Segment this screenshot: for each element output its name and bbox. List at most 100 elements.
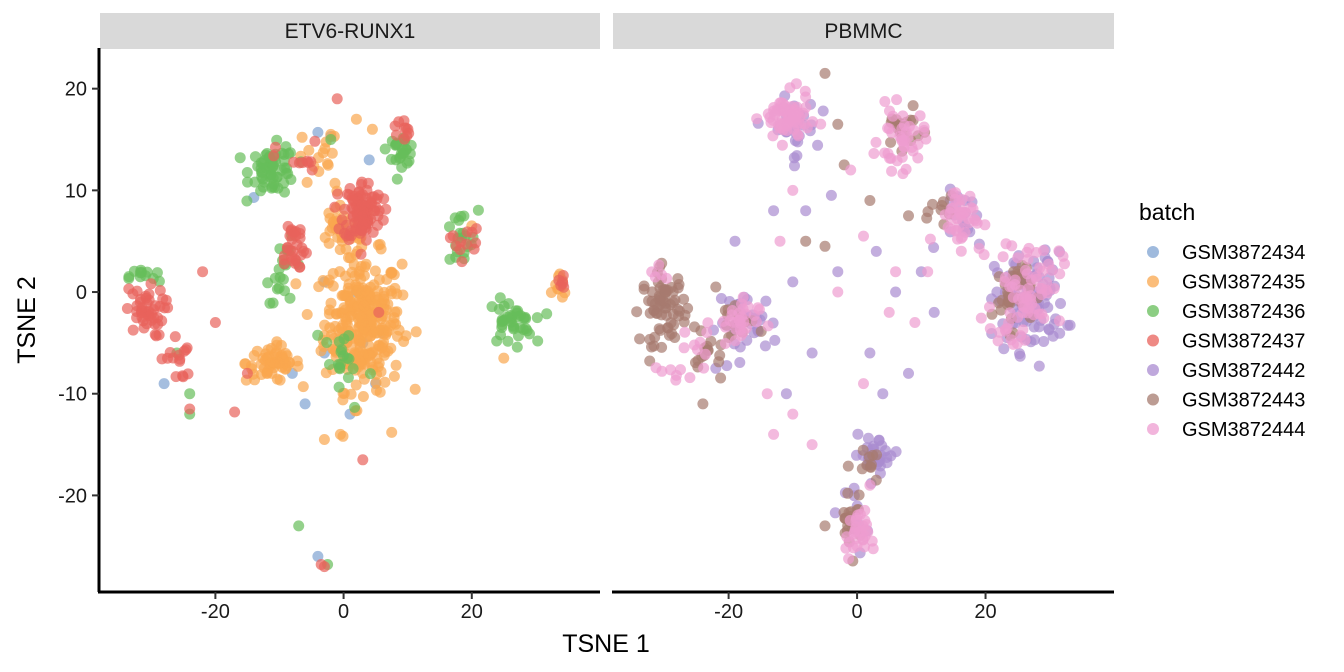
point-gsm3872437 <box>393 116 405 128</box>
point-gsm3872444 <box>742 301 754 313</box>
point-gsm3872435 <box>375 366 387 378</box>
point-gsm3872437 <box>329 201 341 213</box>
point-gsm3872444 <box>678 342 690 354</box>
point-gsm3872444 <box>857 533 869 545</box>
point-gsm3872436 <box>491 335 503 347</box>
point-gsm3872435 <box>324 225 336 237</box>
point-gsm3872444 <box>964 190 976 202</box>
point-gsm3872444 <box>751 113 763 125</box>
point-gsm3872435 <box>301 176 313 188</box>
point-gsm3872444 <box>859 524 871 536</box>
point-gsm3872444 <box>984 301 995 313</box>
point-gsm3872437 <box>153 329 165 341</box>
point-gsm3872437 <box>373 306 385 318</box>
point-gsm3872444 <box>1031 273 1043 285</box>
point-gsm3872444 <box>787 184 799 196</box>
point-gsm3872436 <box>325 134 337 145</box>
point-gsm3872437 <box>553 274 565 286</box>
point-gsm3872435 <box>342 291 354 303</box>
point-gsm3872436 <box>391 173 403 185</box>
point-gsm3872437 <box>356 199 368 211</box>
point-gsm3872437 <box>356 211 368 222</box>
legend-key-gsm3872435 <box>1147 275 1159 288</box>
point-gsm3872443 <box>819 520 831 532</box>
point-gsm3872442 <box>829 507 841 519</box>
point-gsm3872442 <box>903 367 914 379</box>
point-gsm3872444 <box>1054 268 1066 280</box>
point-gsm3872437 <box>296 157 308 169</box>
point-gsm3872435 <box>329 320 341 332</box>
point-gsm3872436 <box>502 335 514 347</box>
point-gsm3872444 <box>670 374 682 386</box>
point-gsm3872437 <box>148 312 160 324</box>
point-gsm3872435 <box>369 265 381 277</box>
point-gsm3872437 <box>170 371 182 383</box>
point-gsm3872444 <box>1006 281 1018 293</box>
point-gsm3872444 <box>778 102 790 114</box>
point-gsm3872437 <box>380 203 392 215</box>
point-gsm3872442 <box>862 432 874 444</box>
point-gsm3872435 <box>301 309 313 320</box>
point-gsm3872443 <box>861 459 873 471</box>
point-gsm3872435 <box>361 331 373 343</box>
point-gsm3872444 <box>897 110 909 122</box>
point-gsm3872435 <box>323 274 335 286</box>
point-gsm3872444 <box>882 122 894 134</box>
point-gsm3872434 <box>158 378 170 390</box>
point-gsm3872435 <box>297 381 309 393</box>
point-gsm3872435 <box>400 330 412 342</box>
point-gsm3872444 <box>762 320 774 332</box>
point-gsm3872443 <box>656 309 667 321</box>
point-gsm3872435 <box>498 352 510 364</box>
point-gsm3872437 <box>362 177 374 189</box>
point-gsm3872437 <box>366 191 378 203</box>
point-gsm3872444 <box>897 134 909 146</box>
point-gsm3872437 <box>332 188 344 200</box>
point-gsm3872437 <box>270 141 281 153</box>
point-gsm3872435 <box>340 270 351 282</box>
point-gsm3872435 <box>360 284 371 296</box>
point-gsm3872444 <box>955 211 967 222</box>
point-gsm3872444 <box>661 272 673 284</box>
legend-key-gsm3872436 <box>1147 305 1159 317</box>
point-gsm3872444 <box>883 306 895 318</box>
y-tick-label: 20 <box>65 79 87 101</box>
y-tick-label: -10 <box>58 384 87 406</box>
point-gsm3872435 <box>360 258 372 270</box>
point-gsm3872437 <box>164 347 176 358</box>
point-gsm3872435 <box>279 363 291 375</box>
point-gsm3872435 <box>353 268 365 280</box>
y-tick-label: 10 <box>65 180 87 202</box>
point-gsm3872437 <box>336 214 348 226</box>
point-gsm3872435 <box>388 370 400 382</box>
point-gsm3872436 <box>134 271 146 283</box>
point-gsm3872437 <box>131 300 143 312</box>
point-gsm3872436 <box>501 311 513 323</box>
point-gsm3872444 <box>870 136 882 148</box>
point-gsm3872442 <box>870 245 882 257</box>
point-gsm3872442 <box>817 105 829 117</box>
point-gsm3872443 <box>864 195 876 206</box>
point-gsm3872436 <box>257 181 269 193</box>
legend-key-gsm3872443 <box>1147 393 1159 406</box>
point-gsm3872442 <box>812 139 824 151</box>
point-gsm3872443 <box>649 298 661 310</box>
point-gsm3872437 <box>173 349 185 361</box>
point-gsm3872444 <box>781 125 793 136</box>
point-gsm3872444 <box>912 152 924 164</box>
point-gsm3872443 <box>714 349 726 361</box>
point-gsm3872443 <box>800 235 812 247</box>
legend-key-gsm3872442 <box>1147 364 1159 376</box>
point-gsm3872444 <box>858 230 869 242</box>
point-gsm3872435 <box>373 357 385 369</box>
point-gsm3872444 <box>800 91 812 103</box>
point-gsm3872437 <box>209 317 221 328</box>
point-gsm3872444 <box>675 364 686 376</box>
point-gsm3872435 <box>383 325 395 337</box>
point-gsm3872437 <box>127 324 139 336</box>
point-gsm3872444 <box>761 388 773 400</box>
point-gsm3872442 <box>800 205 812 217</box>
facet-title-right: PBMMC <box>824 20 902 43</box>
point-gsm3872444 <box>898 119 910 131</box>
point-gsm3872444 <box>665 364 677 376</box>
